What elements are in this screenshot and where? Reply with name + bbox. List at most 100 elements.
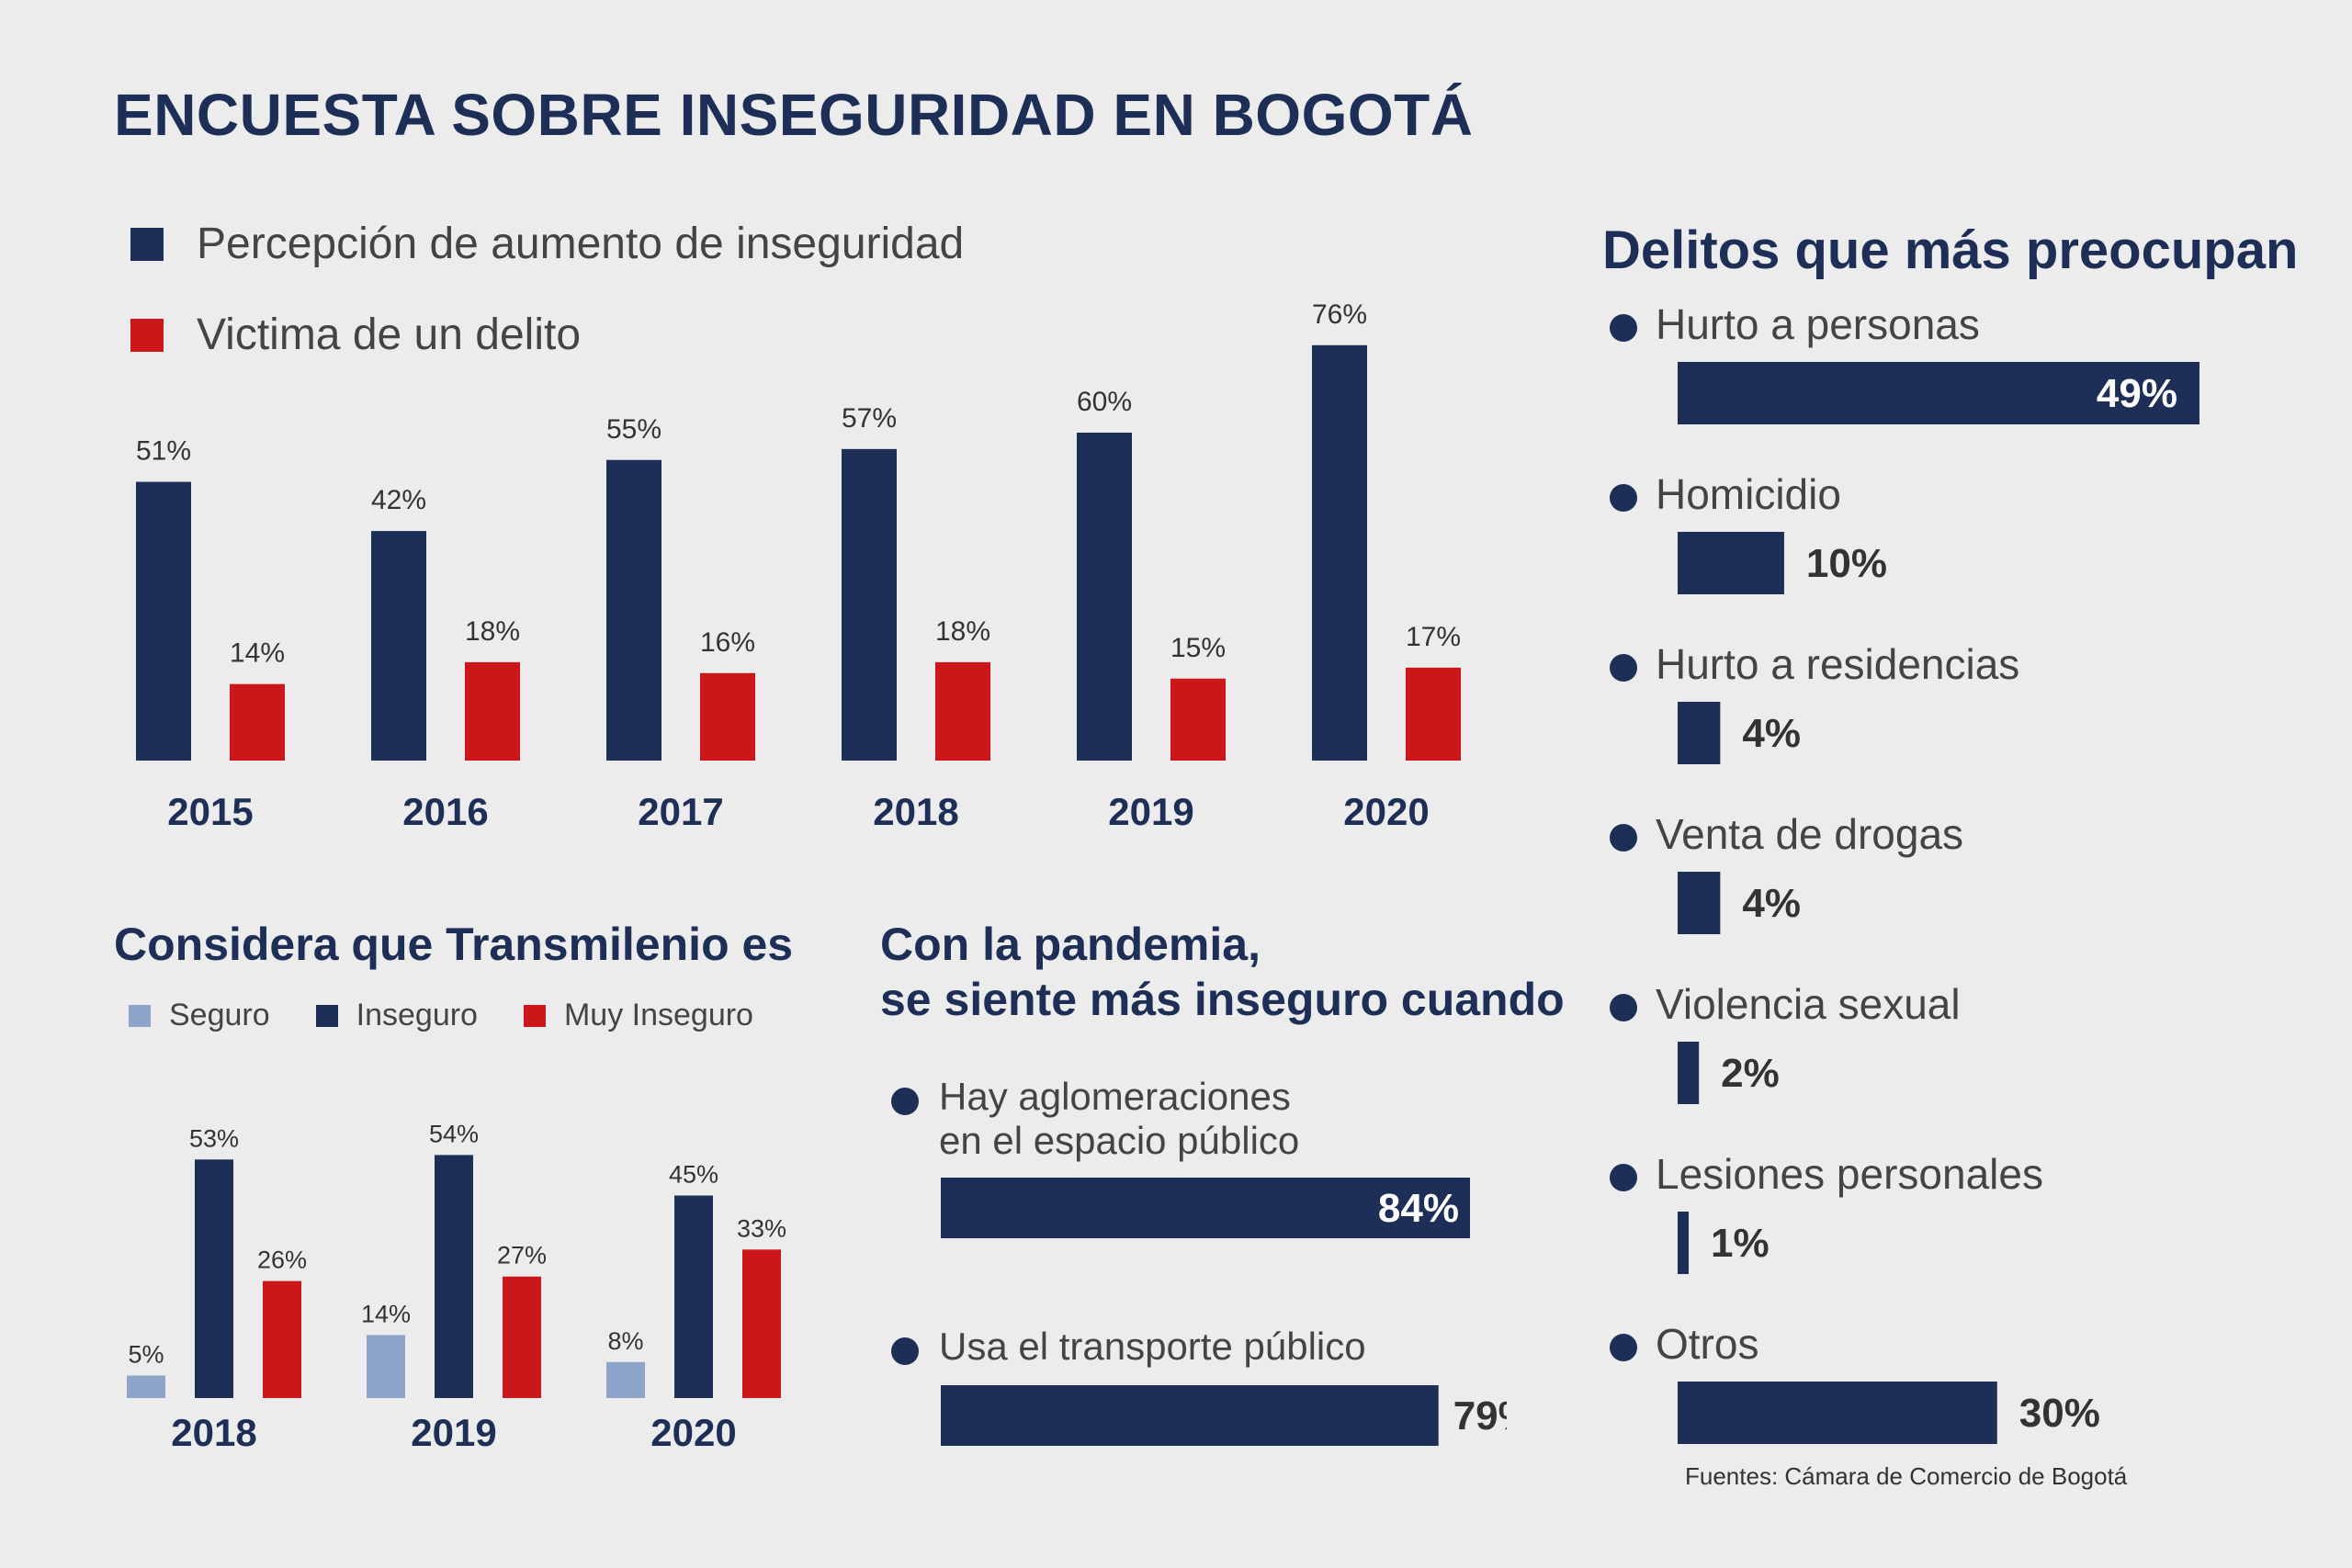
- crime-label: Homicidio: [1656, 470, 1841, 518]
- bar-inseguro-2018: [195, 1159, 233, 1398]
- crime-value-label: 49%: [2097, 371, 2177, 416]
- crime-label: Lesiones personales: [1656, 1150, 2043, 1198]
- crime-label: Hurto a residencias: [1656, 640, 2020, 688]
- data-label: 15%: [1170, 633, 1226, 663]
- bar-victim-2020: [1406, 667, 1461, 761]
- bullet-dot: [1610, 824, 1637, 852]
- data-label: 42%: [371, 485, 426, 515]
- data-label: 55%: [606, 414, 662, 445]
- crime-value-label: 4%: [1742, 881, 1801, 926]
- crimes-bar-chart: 49% 10% 4% 4% 2% 1% 30%: [1678, 362, 2199, 1444]
- pandemic-item-crowds: Hay aglomeraciones en el espacio público: [891, 1075, 1299, 1164]
- pandemic-title-line2: se siente más inseguro cuando: [880, 974, 1565, 1025]
- data-label: 76%: [1312, 299, 1367, 330]
- crime-value-label: 4%: [1742, 711, 1801, 756]
- page-title: ENCUESTA SOBRE INSEGURIDAD EN BOGOTÁ: [114, 82, 1474, 148]
- crime-bar-6: [1678, 1382, 1997, 1444]
- legend-swatch-navy: [315, 1004, 338, 1027]
- source-note: Fuentes: Cámara de Comercio de Bogotá: [1685, 1462, 2128, 1490]
- x-tick-label: 2019: [1108, 790, 1193, 833]
- x-tick-label: 2015: [167, 790, 253, 833]
- data-label: 53%: [189, 1124, 239, 1152]
- pandemic-value-label: 84%: [1378, 1186, 1459, 1231]
- legend-label-muy-inseguro: Muy Inseguro: [563, 998, 753, 1032]
- bar-muy-inseguro-2019: [503, 1276, 541, 1398]
- crime-label: Venta de drogas: [1656, 810, 1964, 858]
- main-bar-chart: 51% 14% 2015 42% 18% 2016 55% 16% 2017 57% 18% 2018…: [136, 299, 1461, 833]
- data-label: 33%: [737, 1214, 786, 1242]
- legend-item-seguro: Seguro: [129, 998, 270, 1033]
- bar-perception-2020: [1312, 344, 1367, 761]
- legend-swatch-navy: [130, 227, 164, 261]
- bar-perception-2016: [371, 531, 426, 761]
- data-label: 18%: [935, 616, 990, 647]
- data-label: 5%: [128, 1341, 164, 1369]
- bar-seguro-2018: [127, 1375, 165, 1398]
- bar-seguro-2020: [606, 1361, 645, 1398]
- crime-label: Otros: [1656, 1320, 1759, 1368]
- bar-inseguro-2020: [674, 1195, 713, 1398]
- crime-bar-1: [1678, 532, 1784, 594]
- legend-item-muy-inseguro: Muy Inseguro: [523, 998, 753, 1033]
- x-tick-label: 2020: [650, 1411, 736, 1454]
- data-label: 8%: [607, 1327, 643, 1355]
- legend-label-victim: Victima de un delito: [197, 310, 582, 359]
- bar-perception-2019: [1077, 433, 1132, 761]
- x-tick-label: 2020: [1343, 790, 1429, 833]
- bullet-dot: [1610, 314, 1637, 342]
- data-label: 18%: [465, 616, 520, 647]
- crime-item: Homicidio: [1610, 469, 1841, 519]
- transmilenio-legend: Seguro Inseguro Muy Inseguro: [129, 998, 799, 1033]
- pandemic-item-label-line1: Hay aglomeraciones: [939, 1075, 1291, 1118]
- bullet-dot: [1610, 994, 1637, 1021]
- legend-item-perception: Percepción de aumento de inseguridad: [130, 219, 964, 269]
- legend-swatch-light: [129, 1004, 151, 1027]
- x-tick-label: 2018: [873, 790, 958, 833]
- pandemic-item-label-line2: en el espacio público: [939, 1119, 1300, 1163]
- crime-bar-0: [1678, 362, 2199, 424]
- crime-item: Venta de drogas: [1610, 809, 1963, 859]
- legend-item-victim: Victima de un delito: [130, 310, 964, 360]
- x-tick-label: 2018: [171, 1411, 256, 1454]
- bullet-dot: [1610, 1334, 1637, 1361]
- legend-item-inseguro: Inseguro: [315, 998, 478, 1033]
- x-tick-label: 2016: [402, 790, 488, 833]
- data-label: 27%: [497, 1242, 547, 1269]
- data-label: 57%: [842, 403, 897, 434]
- bar-victim-2016: [465, 661, 520, 761]
- crime-value-label: 10%: [1806, 541, 1887, 586]
- bar-victim-2015: [230, 683, 285, 761]
- bar-perception-2018: [842, 448, 897, 761]
- bar-victim-2019: [1170, 678, 1226, 761]
- crime-bar-3: [1678, 872, 1721, 934]
- crime-label: Hurto a personas: [1656, 300, 1980, 348]
- bar-perception-2017: [606, 459, 662, 761]
- bullet-dot: [891, 1337, 919, 1365]
- crime-item: Hurto a residencias: [1610, 639, 2019, 689]
- crime-item: Violencia sexual: [1610, 979, 1961, 1029]
- crime-value-label: 1%: [1711, 1221, 1770, 1266]
- pandemic-bar-chart: 84% 79%: [941, 1178, 1507, 1446]
- crime-value-label: 2%: [1721, 1051, 1780, 1096]
- crime-item: Lesiones personales: [1610, 1149, 2043, 1199]
- data-label: 14%: [230, 638, 285, 669]
- data-label: 26%: [257, 1247, 307, 1274]
- crime-label: Violencia sexual: [1656, 980, 1961, 1028]
- bullet-dot: [1610, 654, 1637, 682]
- crime-bar-2: [1678, 702, 1721, 764]
- crime-item: Otros: [1610, 1319, 1758, 1369]
- legend-label-seguro: Seguro: [169, 998, 270, 1032]
- bullet-dot: [1610, 484, 1637, 512]
- bar-inseguro-2019: [435, 1155, 473, 1398]
- pandemic-item-label-line1: Usa el transporte público: [939, 1325, 1366, 1368]
- legend-label-inseguro: Inseguro: [356, 998, 478, 1032]
- transmilenio-title: Considera que Transmilenio es: [114, 919, 794, 970]
- data-label: 16%: [700, 627, 755, 658]
- pandemic-item-transport: Usa el transporte público: [891, 1325, 1366, 1369]
- crime-value-label: 30%: [2019, 1391, 2100, 1436]
- crime-item: Hurto a personas: [1610, 299, 1980, 349]
- x-tick-label: 2017: [638, 790, 723, 833]
- crimes-title: Delitos que más preocupan: [1602, 220, 2299, 280]
- bar-perception-2015: [136, 481, 191, 761]
- pandemic-title: Con la pandemia, se siente más inseguro …: [880, 917, 1565, 1027]
